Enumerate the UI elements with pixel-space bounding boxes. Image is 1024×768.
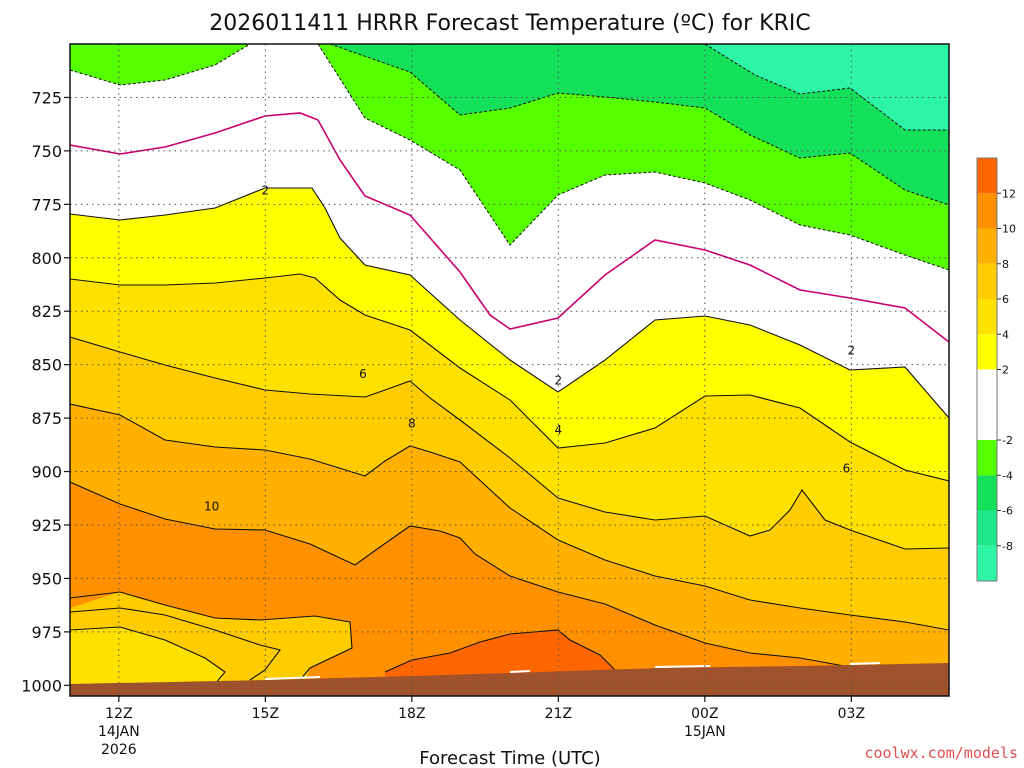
isotherm-6 bbox=[70, 336, 949, 550]
colorbar-bin bbox=[977, 158, 997, 194]
y-axis: 725 750 775 800 825 850 875 900 925 950 975 1000 bbox=[21, 88, 70, 695]
colorbar-label: 8 bbox=[1002, 258, 1009, 271]
y-tick-label: 950 bbox=[31, 569, 62, 588]
x-tick-label: 18Z bbox=[398, 706, 425, 722]
x-tick-label: 15Z bbox=[252, 706, 279, 722]
contour-label: 6 bbox=[359, 367, 367, 381]
x-tick-label: 00Z bbox=[691, 706, 718, 722]
colorbar-bin bbox=[977, 545, 997, 581]
fill-region-cyan bbox=[705, 44, 949, 130]
x-tick-date: 15JAN bbox=[684, 724, 726, 740]
isotherm-8 bbox=[70, 403, 949, 631]
contour-label: 2 bbox=[262, 183, 270, 197]
colorbar-bin bbox=[977, 193, 997, 229]
isotherm-minus2 bbox=[70, 44, 251, 86]
contour-label: 10 bbox=[204, 500, 219, 514]
contour-lines bbox=[70, 44, 949, 691]
x-tick-label: 03Z bbox=[838, 706, 865, 722]
x-axis: 12Z 14JAN 2026 15Z 18Z 21Z 00Z 15JAN 03Z bbox=[98, 696, 865, 758]
x-tick-label: 21Z bbox=[545, 706, 572, 722]
y-tick-label: 800 bbox=[31, 249, 62, 268]
isotherm-10 bbox=[70, 481, 949, 691]
fill-region-green bbox=[70, 44, 250, 85]
isotherm-minus6 bbox=[704, 44, 949, 131]
colorbar-label: 2 bbox=[1002, 364, 1009, 377]
colorbar-label: 6 bbox=[1002, 293, 1009, 306]
x-axis-label: Forecast Time (UTC) bbox=[419, 748, 600, 768]
x-tick-label: 12Z bbox=[105, 706, 132, 722]
isotherm-0 bbox=[70, 112, 949, 343]
colorbar-bin bbox=[977, 299, 997, 335]
y-tick-label: 725 bbox=[31, 88, 62, 107]
fill-region-lowlevel-yellow bbox=[70, 627, 225, 696]
colorbar-label: 10 bbox=[1002, 223, 1016, 236]
y-tick-label: 850 bbox=[31, 356, 62, 375]
colorbar-bin bbox=[977, 510, 997, 546]
chart-title: 2026011411 HRRR Forecast Temperature (ºC… bbox=[209, 11, 811, 36]
isotherm-8-lowlevel bbox=[70, 607, 281, 681]
isotherm-minus4 bbox=[329, 44, 949, 206]
colorbar-label: 12 bbox=[1002, 187, 1016, 200]
contour-fills bbox=[70, 44, 949, 696]
isotherm-10-lowlevel bbox=[70, 591, 353, 681]
contour-label: 6 bbox=[843, 461, 851, 475]
y-tick-label: 1000 bbox=[21, 676, 62, 695]
isotherm-2 bbox=[70, 187, 949, 419]
isotherm-6-lowlevel bbox=[70, 626, 226, 685]
y-tick-label: 775 bbox=[31, 195, 62, 214]
colorbar: 12 10 8 6 4 2 -2 -4 -6 -8 bbox=[976, 157, 1016, 582]
colorbar-bin bbox=[977, 369, 997, 440]
y-tick-label: 875 bbox=[31, 409, 62, 428]
x-tick-year: 2026 bbox=[101, 742, 137, 758]
y-tick-label: 825 bbox=[31, 302, 62, 321]
isotherm-12 bbox=[384, 629, 616, 673]
isotherm-4 bbox=[70, 273, 949, 482]
grid-lines bbox=[70, 44, 949, 696]
ground bbox=[70, 663, 949, 696]
ground-edge bbox=[264, 662, 881, 680]
colorbar-label: 4 bbox=[1002, 328, 1009, 341]
contour-label: 8 bbox=[408, 416, 416, 430]
colorbar-bin bbox=[977, 334, 997, 370]
isotherm-minus2-upper bbox=[317, 44, 949, 271]
y-tick-label: 925 bbox=[31, 516, 62, 535]
plot-frame bbox=[69, 43, 950, 697]
colorbar-bin bbox=[977, 263, 997, 299]
y-tick-label: 900 bbox=[31, 463, 62, 482]
colorbar-label: -4 bbox=[1002, 469, 1013, 482]
y-tick-label: 750 bbox=[31, 142, 62, 161]
x-tick-date: 14JAN bbox=[98, 724, 140, 740]
colorbar-bin bbox=[977, 228, 997, 264]
colorbar-label: -6 bbox=[1002, 505, 1013, 518]
credit-text: coolwx.com/models bbox=[864, 744, 1018, 762]
colorbar-bin bbox=[977, 440, 997, 476]
contour-label: 2 bbox=[848, 344, 856, 358]
colorbar-label: -8 bbox=[1002, 540, 1013, 553]
colorbar-label: -2 bbox=[1002, 434, 1013, 447]
y-tick-label: 975 bbox=[31, 623, 62, 642]
colorbar-bin bbox=[977, 475, 997, 511]
